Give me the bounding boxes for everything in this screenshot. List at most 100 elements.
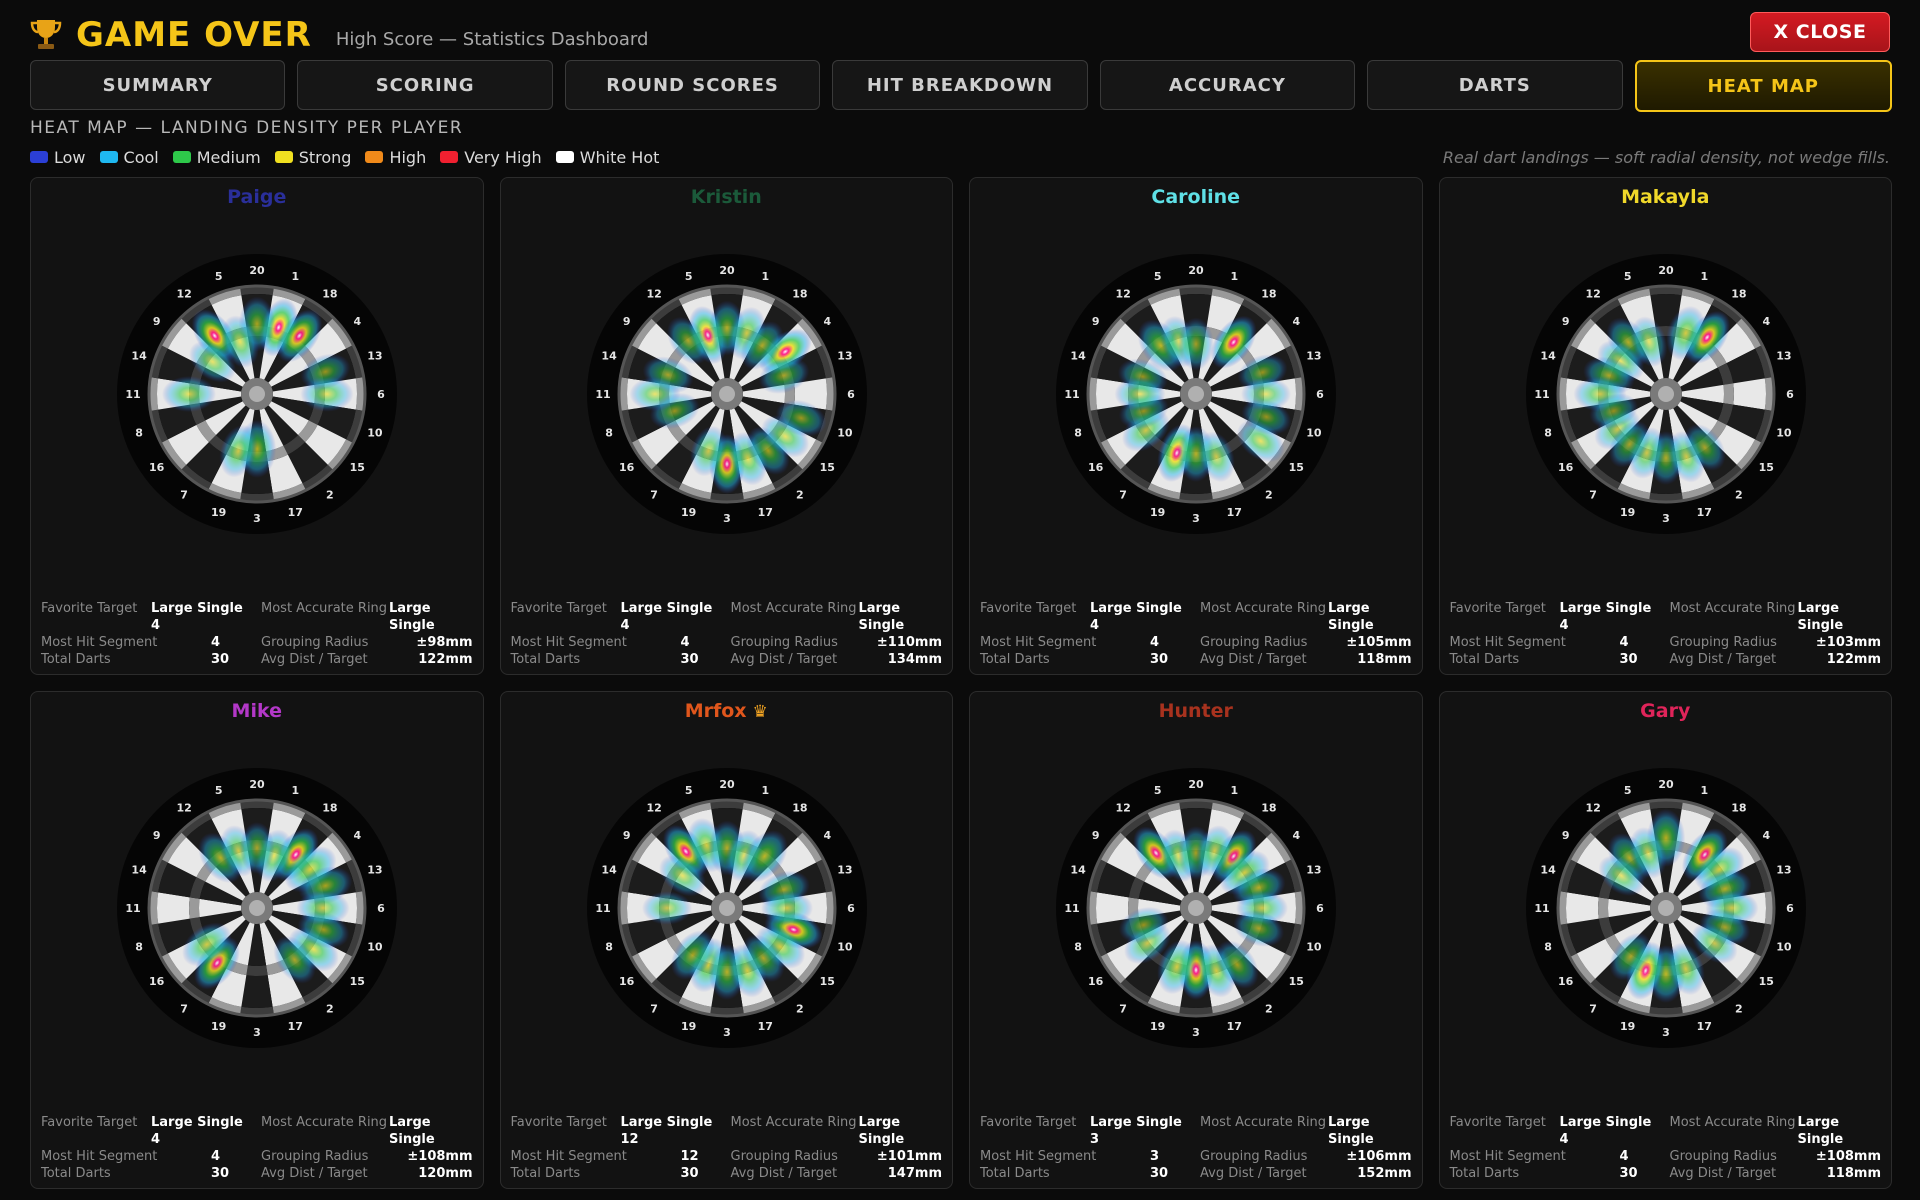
inner-single-segment — [1679, 396, 1723, 421]
player-card-mike: Mike 20 1 18 4 13 6 10 15 2 17 3 19 7 16 8 11 14 9 12 5 Favo… — [30, 691, 484, 1189]
board-outer-wire — [1086, 798, 1306, 1018]
inner-single-segment — [674, 401, 716, 436]
game-over-title: GAME OVER — [76, 15, 312, 55]
heat-blob — [239, 822, 275, 874]
board-number-label: 9 — [622, 315, 630, 328]
board-number-label: 17 — [1227, 1020, 1242, 1033]
tab-bar: SUMMARY SCORING ROUND SCORES HIT BREAKDOWN A… — [30, 60, 1892, 112]
double-ring-segment — [1736, 317, 1762, 349]
double-ring-segment — [1681, 801, 1715, 819]
board-number-label: 17 — [288, 506, 303, 519]
player-name: Makayla — [1440, 186, 1892, 208]
outer-single-segment — [1713, 424, 1755, 465]
heat-blob — [658, 854, 706, 897]
heat-layer — [182, 822, 353, 990]
board-number-label: 3 — [1192, 512, 1200, 525]
outer-single-segment — [1244, 938, 1286, 979]
avg-dist-label: Avg Dist / Target — [730, 1166, 838, 1181]
player-name-text: Gary — [1640, 700, 1691, 722]
avg-dist-value: 122mm — [1826, 652, 1881, 667]
double-ring-segment — [1648, 286, 1683, 296]
board-number-label: 10 — [1306, 940, 1322, 953]
double-ring-segment — [1616, 483, 1650, 501]
tab-scoring[interactable]: SCORING — [297, 60, 553, 110]
board-number-label: 15 — [819, 461, 834, 474]
board-number-label: 10 — [837, 940, 853, 953]
heat-blob — [1178, 317, 1214, 371]
double-ring-segment — [1616, 801, 1650, 819]
board-number-label: 8 — [135, 426, 143, 439]
legend-swatch — [274, 151, 293, 163]
player-name: Gary — [1440, 700, 1892, 722]
tab-hit-breakdown[interactable]: HIT BREAKDOWN — [832, 60, 1088, 110]
heat-blob — [775, 399, 826, 437]
favorite-target-number: 3 — [1090, 1132, 1100, 1147]
favorite-target-label: Favorite Target — [510, 1115, 607, 1130]
grouping-radius-value: ±101mm — [876, 1149, 942, 1164]
double-ring-segment — [630, 953, 656, 985]
double-ring-segment — [1119, 464, 1151, 491]
avg-dist-label: Avg Dist / Target — [261, 652, 368, 667]
avg-dist-label: Avg Dist / Target — [1200, 652, 1307, 667]
board-number-label: 20 — [1658, 264, 1674, 277]
tab-accuracy[interactable]: ACCURACY — [1099, 60, 1356, 110]
double-ring-segment — [709, 492, 744, 502]
heat-legend: Low Cool Medium Strong High Very High White Ho… — [30, 146, 659, 168]
tab-darts[interactable]: DARTS — [1367, 60, 1623, 110]
double-ring-segment — [150, 858, 168, 893]
heat-blob — [1588, 393, 1638, 429]
outer-single-segment — [1732, 378, 1766, 410]
board-number-label: 13 — [1776, 350, 1791, 363]
player-name-text: Hunter — [1158, 700, 1233, 722]
board-number-label: 15 — [1758, 461, 1773, 474]
board-number-label: 17 — [1696, 506, 1711, 519]
board-number-label: 5 — [1154, 270, 1162, 283]
heat-blob — [1118, 906, 1169, 944]
tab-heat-map[interactable]: HEAT MAP — [1634, 60, 1892, 112]
inner-single-segment — [247, 923, 267, 966]
board-number-label: 14 — [131, 864, 147, 877]
double-ring-segment — [240, 800, 274, 810]
outer-single-segment — [637, 938, 679, 979]
board-number-label: 17 — [1227, 506, 1242, 519]
double-ring-segment — [160, 953, 187, 985]
close-button[interactable]: X CLOSE — [1750, 12, 1890, 52]
double-ring-segment — [1089, 923, 1107, 958]
double-ring-segment — [1211, 287, 1246, 305]
tab-round-scores[interactable]: ROUND SCORES — [564, 60, 821, 110]
outer-single-segment — [158, 862, 197, 898]
heat-blob — [741, 830, 788, 883]
board-number-label: 19 — [681, 506, 696, 519]
double-ring-segment — [797, 953, 823, 985]
double-ring-segment — [150, 923, 168, 958]
dartboard-heatmap: 20 1 18 4 13 6 10 15 2 17 3 19 7 16 8 11 14 9 12 5 — [117, 254, 397, 534]
double-ring-segment — [1648, 1006, 1683, 1016]
treble-ring-segment — [1717, 403, 1733, 425]
outer-single-segment — [267, 968, 303, 1007]
inner-single-segment — [1679, 367, 1723, 392]
board-number-label: 16 — [1088, 975, 1104, 988]
avg-dist-value: 147mm — [887, 1166, 942, 1181]
board-number-label: 2 — [1735, 488, 1743, 501]
heat-layer — [1573, 305, 1730, 485]
double-ring-segment — [327, 439, 354, 471]
tab-summary[interactable]: SUMMARY — [30, 60, 286, 110]
board-number-label: 12 — [646, 288, 661, 301]
legend-item: White Hot — [555, 148, 659, 167]
player-name-text: Mrfox — [684, 700, 747, 722]
board-number-label: 19 — [211, 506, 226, 519]
dashboard-subtitle: High Score — Statistics Dashboard — [335, 28, 649, 50]
board-number-label: 6 — [377, 902, 385, 915]
board-number-label: 7 — [180, 488, 188, 501]
board-number-label: 1 — [291, 784, 299, 797]
board-number-label: 16 — [619, 461, 635, 474]
outer-single-segment — [186, 442, 227, 484]
board-outer-wire — [617, 798, 836, 1018]
board-number-label: 14 — [601, 350, 617, 363]
player-card-mrfox: Mrfox ♛ 20 1 18 4 13 6 10 15 2 17 3 19 7 16 8 11 14 9 12 5 Fa… — [499, 691, 953, 1189]
favorite-target-label: Favorite Target — [1449, 601, 1546, 616]
inner-single-segment — [199, 898, 242, 918]
most-hit-segment-label: Most Hit Segment — [980, 1149, 1097, 1164]
avg-dist-value: 120mm — [418, 1166, 473, 1181]
most-accurate-ring-label: Most Accurate Ring — [1200, 1115, 1327, 1130]
